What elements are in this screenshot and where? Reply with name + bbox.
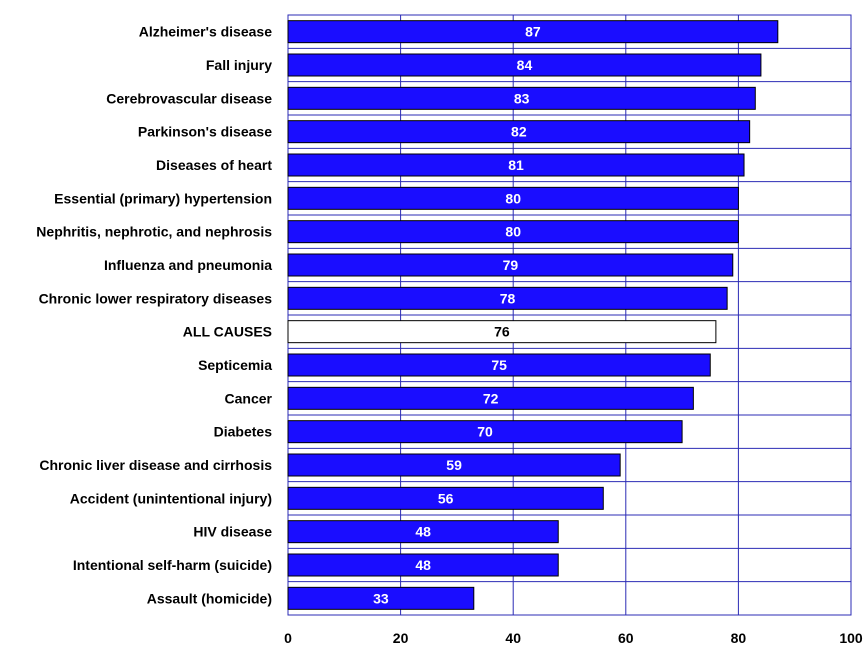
value-label: 59 <box>446 457 462 473</box>
grid-lines <box>287 14 852 616</box>
value-label: 87 <box>525 24 541 40</box>
x-axis-ticks: 0 20 40 60 80 100 <box>284 630 863 646</box>
bar <box>287 120 751 144</box>
bar <box>287 186 739 210</box>
category-label: Chronic liver disease and cirrhosis <box>39 457 272 473</box>
category-labels: Alzheimer's disease Fall injury Cerebrovas… <box>36 24 272 607</box>
bar <box>287 53 762 77</box>
value-label: 76 <box>494 324 510 340</box>
bar <box>287 86 756 110</box>
value-label: 81 <box>508 157 524 173</box>
value-label: 80 <box>505 224 521 240</box>
bar <box>287 520 559 544</box>
bar <box>287 286 728 310</box>
category-label: Diseases of heart <box>156 157 272 173</box>
x-tick-label: 80 <box>731 630 747 646</box>
category-label: HIV disease <box>193 524 272 540</box>
category-label: Alzheimer's disease <box>139 24 273 40</box>
x-tick-label: 0 <box>284 630 292 646</box>
category-label: Cerebrovascular disease <box>106 90 272 106</box>
value-label: 48 <box>415 557 431 573</box>
value-label: 70 <box>477 424 493 440</box>
value-label: 84 <box>517 57 533 73</box>
value-label: 75 <box>491 357 507 373</box>
bar <box>287 353 711 377</box>
category-label: Nephritis, nephrotic, and nephrosis <box>36 224 272 240</box>
category-label: Cancer <box>225 390 273 406</box>
value-label: 83 <box>514 90 530 106</box>
bar <box>287 20 779 44</box>
bars <box>287 20 779 610</box>
bar <box>287 420 683 444</box>
bar <box>287 320 717 344</box>
category-label: Chronic lower respiratory diseases <box>39 290 273 306</box>
value-label: 56 <box>438 490 454 506</box>
bar <box>287 586 475 610</box>
value-label: 78 <box>500 290 516 306</box>
x-tick-label: 100 <box>839 630 863 646</box>
bar <box>287 486 604 510</box>
category-label: Parkinson's disease <box>138 124 272 140</box>
category-label: Assault (homicide) <box>147 590 272 606</box>
value-label: 48 <box>415 524 431 540</box>
bar <box>287 386 694 410</box>
category-label: Essential (primary) hypertension <box>54 190 272 206</box>
bar <box>287 253 734 277</box>
category-label: Fall injury <box>206 57 272 73</box>
category-label: Influenza and pneumonia <box>104 257 272 273</box>
value-label: 80 <box>505 190 521 206</box>
x-tick-label: 20 <box>393 630 409 646</box>
category-label: Septicemia <box>198 357 272 373</box>
bar <box>287 453 621 477</box>
value-label: 82 <box>511 124 527 140</box>
value-label: 72 <box>483 390 499 406</box>
bar <box>287 153 745 177</box>
x-tick-label: 40 <box>505 630 521 646</box>
x-tick-label: 60 <box>618 630 634 646</box>
category-label: Diabetes <box>214 424 273 440</box>
value-label: 33 <box>373 590 389 606</box>
bar <box>287 220 739 244</box>
value-labels: 87 84 83 82 81 80 80 79 78 76 75 72 70 59 56 48 48 33 <box>373 24 541 607</box>
value-label: 79 <box>503 257 519 273</box>
bar <box>287 553 559 577</box>
category-label: Intentional self-harm (suicide) <box>73 557 272 573</box>
category-label: ALL CAUSES <box>183 324 272 340</box>
category-label: Accident (unintentional injury) <box>70 490 272 506</box>
